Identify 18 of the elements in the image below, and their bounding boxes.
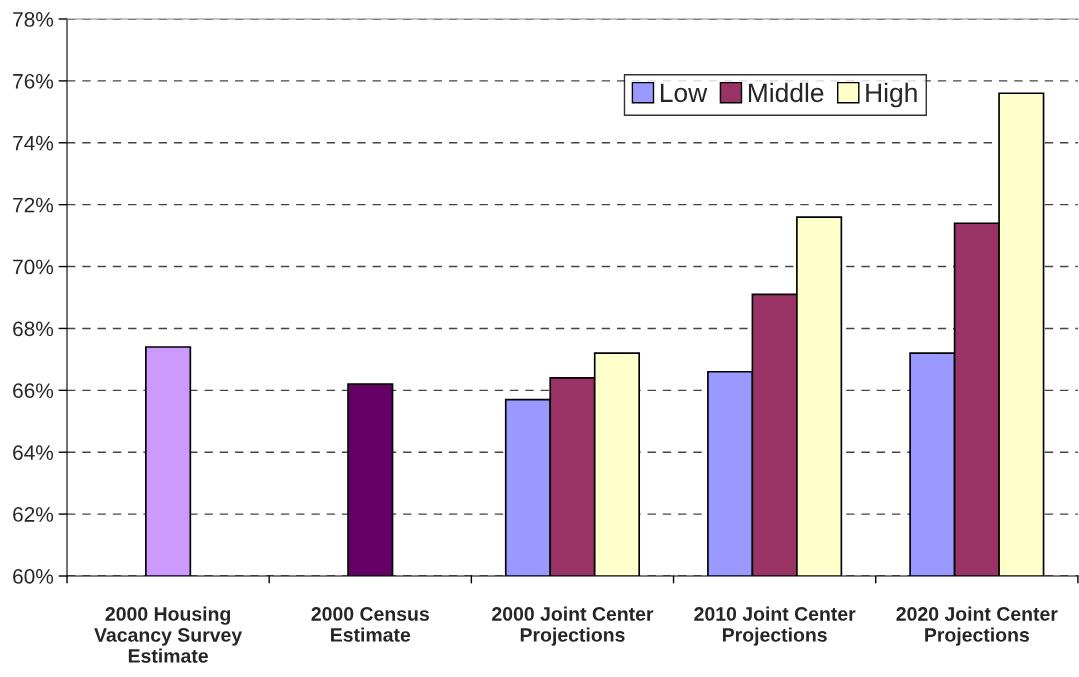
y-tick-label: 60%	[13, 569, 54, 584]
x-tick-label: 2000 Joint Center Projections	[492, 606, 654, 646]
legend-label: Low	[660, 83, 708, 103]
y-tick-label: 62%	[13, 507, 54, 522]
y-tick-label: 70%	[13, 259, 54, 275]
x-tick-label: 2000 Housing Vacancy Survey Estimate	[94, 606, 243, 663]
x-tick-label: 2010 Joint Center Projections	[694, 606, 856, 646]
y-tick-label: 78%	[13, 12, 54, 27]
y-tick-label: 64%	[13, 445, 54, 460]
y-tick-label: 68%	[13, 321, 54, 337]
legend-label: Middle	[748, 82, 824, 103]
x-tick-label: 2020 Joint Center Projections	[896, 606, 1058, 646]
legend-label: High	[866, 82, 917, 108]
y-tick-label: 66%	[13, 383, 54, 399]
y-tick-label: 76%	[13, 73, 54, 89]
y-tick-label: 74%	[13, 135, 54, 151]
x-tick-label: 2000 Census Estimate	[311, 607, 429, 642]
y-tick-label: 72%	[13, 197, 54, 213]
